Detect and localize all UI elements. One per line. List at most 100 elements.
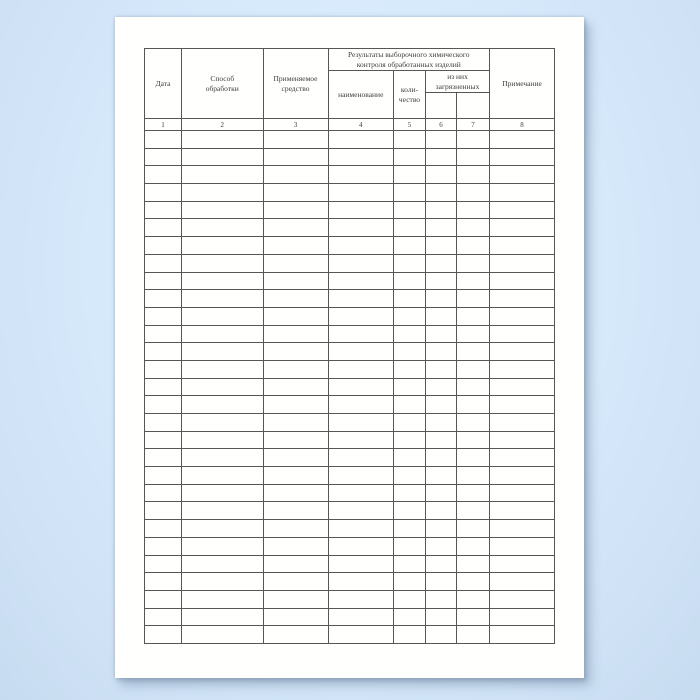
empty-cell xyxy=(425,395,457,414)
empty-cell xyxy=(262,130,329,149)
empty-cell xyxy=(489,554,556,574)
empty-cell xyxy=(489,236,556,255)
empty-cell xyxy=(489,430,556,450)
empty-cell xyxy=(425,448,457,468)
empty-cell xyxy=(327,448,394,468)
table-row xyxy=(144,359,556,379)
col-header-method-line2: обработки xyxy=(205,83,239,93)
empty-cell xyxy=(489,519,556,538)
empty-cell xyxy=(393,607,426,627)
document-page: Дата Способ обработки Применяемое средст… xyxy=(115,17,584,678)
empty-cell xyxy=(262,413,329,432)
empty-cell xyxy=(262,430,329,450)
empty-cell xyxy=(489,165,556,185)
empty-cell xyxy=(144,395,182,414)
empty-cell xyxy=(181,342,264,361)
empty-cell xyxy=(455,483,491,503)
empty-cell xyxy=(455,165,491,185)
col-header-method: Способ обработки xyxy=(181,48,264,119)
empty-cell xyxy=(489,483,556,503)
empty-cell xyxy=(455,572,491,591)
empty-cell xyxy=(181,536,264,556)
table-row xyxy=(144,183,556,202)
empty-cell xyxy=(393,342,426,361)
empty-cell xyxy=(393,395,426,414)
results-group-header-line2: контроля обработанных изделий xyxy=(356,59,461,69)
table-row xyxy=(144,324,556,344)
empty-cell xyxy=(262,519,329,538)
col-header-quantity-line2: чество xyxy=(398,94,421,104)
column-number-row: 1 2 3 4 5 6 7 8 xyxy=(144,118,556,131)
empty-cell xyxy=(393,572,426,591)
empty-cell xyxy=(455,377,491,397)
empty-cell xyxy=(327,306,394,326)
empty-cell xyxy=(393,130,426,149)
empty-cell xyxy=(455,607,491,627)
empty-cell xyxy=(327,236,394,255)
column-number-cell: 1 xyxy=(144,118,182,131)
empty-cell xyxy=(425,554,457,574)
empty-cell xyxy=(144,430,182,450)
empty-cell xyxy=(455,183,491,202)
empty-cell xyxy=(181,306,264,326)
table-row xyxy=(144,253,556,273)
empty-cell xyxy=(144,625,182,644)
empty-cell xyxy=(327,589,394,609)
empty-cell xyxy=(489,200,556,220)
empty-cell xyxy=(181,271,264,291)
table-row xyxy=(144,501,556,521)
empty-cell xyxy=(425,289,457,308)
empty-cell xyxy=(327,289,394,308)
empty-cell xyxy=(393,306,426,326)
empty-cell xyxy=(455,324,491,344)
empty-cell xyxy=(327,165,394,185)
empty-cell xyxy=(262,236,329,255)
empty-cell xyxy=(425,625,457,644)
empty-cell xyxy=(455,289,491,308)
empty-cell xyxy=(393,554,426,574)
empty-cell xyxy=(181,165,264,185)
empty-cell xyxy=(455,430,491,450)
empty-cell xyxy=(327,466,394,485)
empty-cell xyxy=(262,342,329,361)
empty-cell xyxy=(181,501,264,521)
empty-cell xyxy=(489,253,556,273)
empty-cell xyxy=(425,306,457,326)
empty-cell xyxy=(144,183,182,202)
empty-cell xyxy=(181,625,264,644)
empty-cell xyxy=(144,147,182,167)
empty-cell xyxy=(393,165,426,185)
empty-cell xyxy=(455,466,491,485)
empty-cell xyxy=(455,253,491,273)
empty-cell xyxy=(425,501,457,521)
empty-cell xyxy=(144,165,182,185)
empty-cell xyxy=(327,342,394,361)
table-row xyxy=(144,589,556,609)
empty-cell xyxy=(181,483,264,503)
column-number-cell: 8 xyxy=(489,118,556,131)
empty-cell xyxy=(327,147,394,167)
empty-cell xyxy=(455,589,491,609)
empty-cell xyxy=(144,200,182,220)
empty-cell xyxy=(489,607,556,627)
empty-cell xyxy=(455,448,491,468)
empty-cell xyxy=(144,501,182,521)
empty-cell xyxy=(144,306,182,326)
empty-cell xyxy=(262,253,329,273)
empty-cell xyxy=(393,377,426,397)
empty-cell xyxy=(425,200,457,220)
col-header-contaminated-line2: загрязненных xyxy=(435,81,480,91)
table-row xyxy=(144,130,556,149)
empty-cell xyxy=(327,130,394,149)
empty-cell xyxy=(425,324,457,344)
empty-cell xyxy=(327,324,394,344)
empty-cell xyxy=(455,200,491,220)
empty-cell xyxy=(455,501,491,521)
empty-cell xyxy=(455,342,491,361)
empty-cell xyxy=(262,395,329,414)
col-header-agent: Применяемое средство xyxy=(262,48,329,119)
empty-cell xyxy=(425,271,457,291)
empty-cell xyxy=(455,218,491,238)
empty-cell xyxy=(393,324,426,344)
